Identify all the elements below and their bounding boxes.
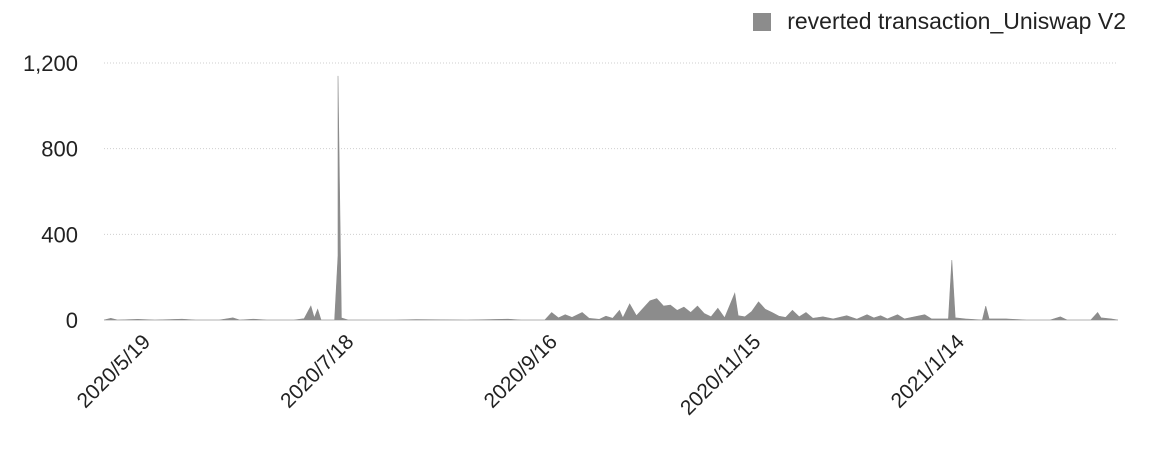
legend[interactable]: reverted transaction_Uniswap V2 bbox=[753, 8, 1126, 35]
series-area[interactable] bbox=[103, 75, 1119, 321]
y-tick-label: 400 bbox=[41, 222, 78, 247]
x-tick-label: 2020/7/18 bbox=[276, 330, 358, 412]
x-tick-label: 2020/5/19 bbox=[73, 330, 155, 412]
y-tick-label: 1,200 bbox=[23, 51, 78, 76]
legend-swatch bbox=[753, 12, 772, 31]
x-tick-label: 2021/1/14 bbox=[887, 330, 970, 413]
x-tick-label: 2020/11/15 bbox=[676, 330, 765, 419]
legend-label: reverted transaction_Uniswap V2 bbox=[787, 8, 1126, 34]
series-layer bbox=[103, 75, 1119, 321]
axis-layer: 0 400 800 1,200 2020/5/19 2020/7/18 2020/9/16 2… bbox=[23, 51, 969, 420]
x-tick-label: 2020/9/16 bbox=[480, 330, 562, 412]
y-tick-label: 800 bbox=[41, 137, 78, 162]
y-tick-label: 0 bbox=[66, 308, 78, 333]
gridlines bbox=[104, 62, 1118, 321]
